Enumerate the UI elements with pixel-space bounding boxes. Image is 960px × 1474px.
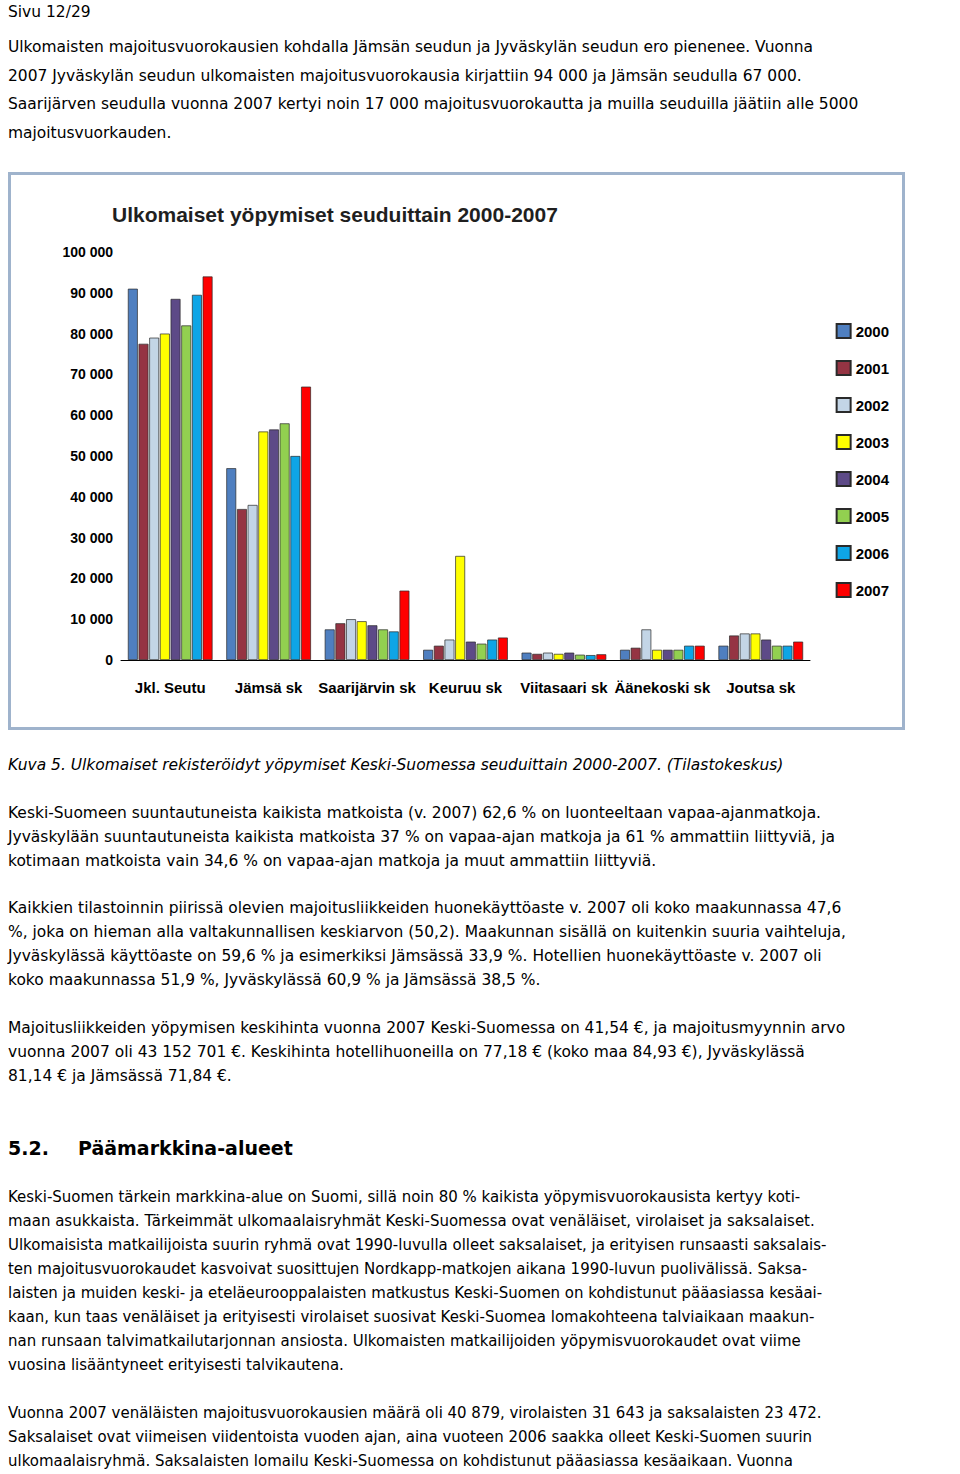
html-text:ulkomaalaisryhmä. Saksalaisten: ulkomaalaisryhmä. Saksalaisten lomailu K… [8, 1452, 793, 1470]
svg-text:2003: 2003 [856, 434, 889, 451]
html-text:Jyväskylään suuntautuneista ka: Jyväskylään suuntautuneista kaikista mat… [8, 828, 835, 846]
svg-text:30 000: 30 000 [70, 530, 113, 546]
svg-text:Äänekoski sk: Äänekoski sk [614, 679, 711, 696]
svg-text:2001: 2001 [856, 360, 889, 377]
html-text:Ulkomaisten majoitusvuorokausi: Ulkomaisten majoitusvuorokausien kohdall… [8, 38, 813, 56]
html-text:ten majoitusvuorokaudet kasvoi: ten majoitusvuorokaudet kasvoivat suosit… [8, 1260, 808, 1278]
svg-text:2005: 2005 [856, 508, 889, 525]
html-text:kotimaan matkoista vain 34,6 %: kotimaan matkoista vain 34,6 % on vapaa-… [8, 852, 657, 870]
svg-text:40 000: 40 000 [70, 489, 113, 505]
html-text:vuonna 2007 oli 43 152 701 €.: vuonna 2007 oli 43 152 701 €. Keskihinta… [8, 1043, 805, 1061]
html-text:Jyväskylässä käyttöaste on 59,: Jyväskylässä käyttöaste on 59,6 % ja esi… [8, 947, 822, 965]
html-text:Saarijärven seudulla vuonna 20: Saarijärven seudulla vuonna 2007 kertyi … [8, 95, 859, 114]
svg-text:2007: 2007 [856, 582, 889, 599]
svg-text:70 000: 70 000 [70, 366, 113, 382]
svg-text:Saarijärvin sk: Saarijärvin sk [318, 679, 416, 696]
html-text:2007 Jyväskylän seudun ulkomai: 2007 Jyväskylän seudun ulkomaisten majoi… [8, 66, 802, 85]
svg-text:Joutsa sk: Joutsa sk [726, 679, 796, 696]
html-text:koko maakunnassa 51,9 %, Jyväs: koko maakunnassa 51,9 %, Jyväskylässä 60… [8, 971, 541, 989]
svg-text:2004: 2004 [856, 471, 890, 488]
html-text:Keski-Suomeen suuntautuneista: Keski-Suomeen suuntautuneista kaikista m… [8, 804, 821, 822]
html-text:majoitusvuorkauden.: majoitusvuorkauden. [8, 124, 172, 143]
html-text:Päämarkkina-alueet: Päämarkkina-alueet [78, 1137, 293, 1159]
html-text:Ulkomaisista matkailijoista su: Ulkomaisista matkailijoista suurin ryhmä… [8, 1236, 827, 1254]
svg-text:Ulkomaiset yöpymiset seuduitta: Ulkomaiset yöpymiset seuduittain 2000-20… [112, 203, 558, 226]
html-text:Kaikkien tilastoinnin piirissä: Kaikkien tilastoinnin piirissä olevien m… [8, 899, 842, 917]
html-text:laisten ja muiden keski- ja et: laisten ja muiden keski- ja eteläeuroopp… [8, 1284, 823, 1302]
html-text:Vuonna 2007 venäläisten majoit: Vuonna 2007 venäläisten majoitusvuorokau… [8, 1404, 822, 1422]
html-text:5.2.: 5.2. [8, 1137, 49, 1159]
svg-text:Keuruu sk: Keuruu sk [429, 679, 503, 696]
html-text:Keski-Suomen tärkein markkina-: Keski-Suomen tärkein markkina-alue on Su… [8, 1188, 801, 1206]
svg-text:20 000: 20 000 [70, 570, 113, 586]
svg-text:50 000: 50 000 [70, 448, 113, 464]
svg-text:60 000: 60 000 [70, 407, 113, 423]
svg-text:Jämsä sk: Jämsä sk [235, 679, 303, 696]
svg-text:80 000: 80 000 [70, 326, 113, 342]
html-text:nan runsaan talvimatkailutarjo: nan runsaan talvimatkailutarjonnan ansio… [8, 1332, 801, 1350]
html-text:Majoitusliikkeiden yöpymisen k: Majoitusliikkeiden yöpymisen keskihinta … [8, 1019, 846, 1037]
html-text:81,14 € ja Jämsässä 71,84 €.: 81,14 € ja Jämsässä 71,84 €. [8, 1067, 232, 1085]
html-text:kaan, kun taas venäläiset ja e: kaan, kun taas venäläiset ja erityisesti… [8, 1308, 815, 1326]
html-text:Kuva 5. Ulkomaiset rekisteröid: Kuva 5. Ulkomaiset rekisteröidyt yöpymis… [8, 756, 784, 774]
svg-text:Viitasaari sk: Viitasaari sk [520, 679, 608, 696]
svg-text:90 000: 90 000 [70, 285, 113, 301]
svg-text:2002: 2002 [856, 397, 889, 414]
html-text:vuosina lisääntyneet erityises: vuosina lisääntyneet erityisesti talvika… [8, 1356, 344, 1374]
svg-text:0: 0 [105, 652, 113, 668]
html-text:Sivu 12/29: Sivu 12/29 [8, 3, 91, 21]
svg-text:Jkl. Seutu: Jkl. Seutu [135, 679, 206, 696]
svg-text:10 000: 10 000 [70, 611, 113, 627]
svg-text:100 000: 100 000 [62, 244, 113, 260]
html-text:Saksalaiset ovat viimeisen vii: Saksalaiset ovat viimeisen viidentoista … [8, 1428, 813, 1446]
html-text:%, joka on hieman alla valtaku: %, joka on hieman alla valtakunnallisen … [8, 923, 846, 941]
svg-text:2000: 2000 [856, 323, 889, 340]
svg-text:2006: 2006 [856, 545, 889, 562]
html-text:maan asukkaista. Tärkeimmät ul: maan asukkaista. Tärkeimmät ulkomaalaisr… [8, 1212, 815, 1230]
